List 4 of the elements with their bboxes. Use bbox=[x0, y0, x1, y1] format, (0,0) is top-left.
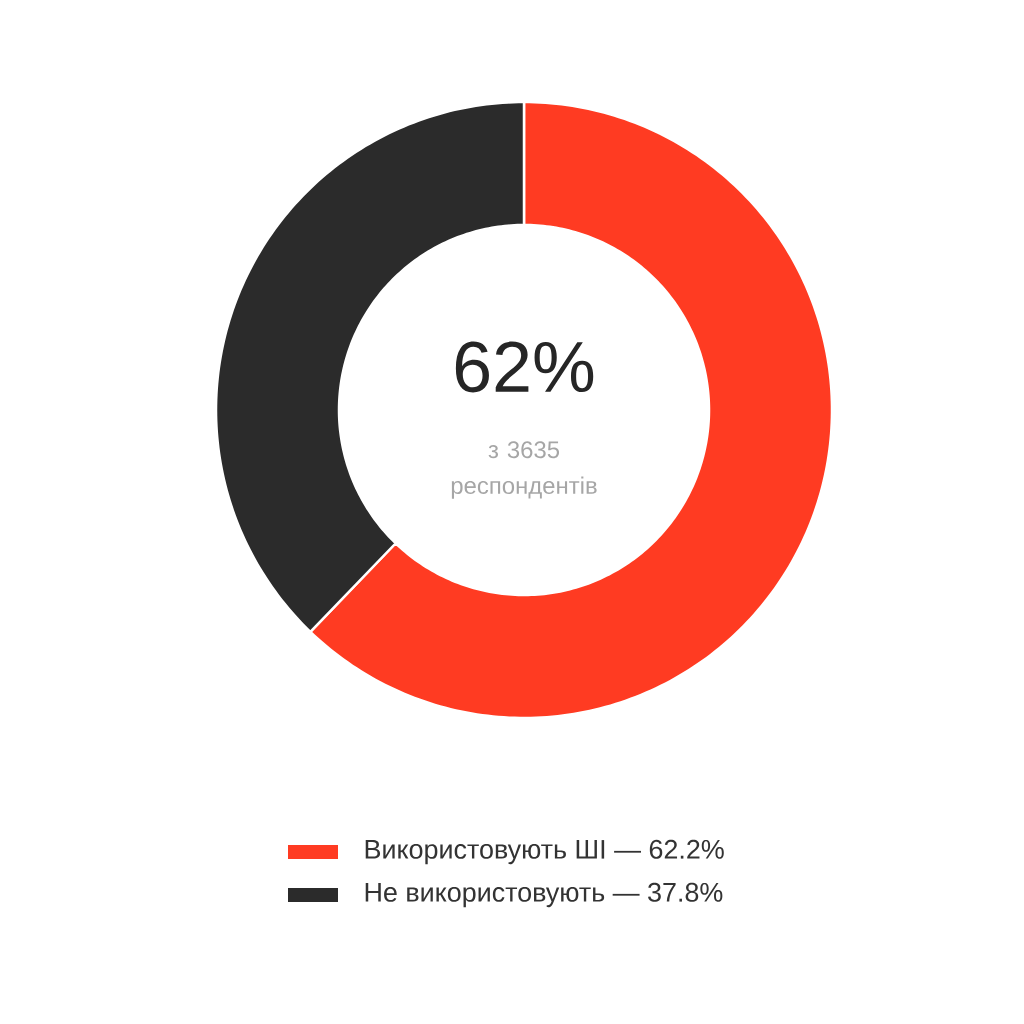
text: 62% bbox=[455, 341, 594, 393]
text: з 3635 респондентів bbox=[451, 441, 597, 499]
legend-label: Використовують ШІ — 62.2% bbox=[365, 839, 724, 865]
legend-label: Не використовують — 37.8% bbox=[365, 882, 723, 908]
